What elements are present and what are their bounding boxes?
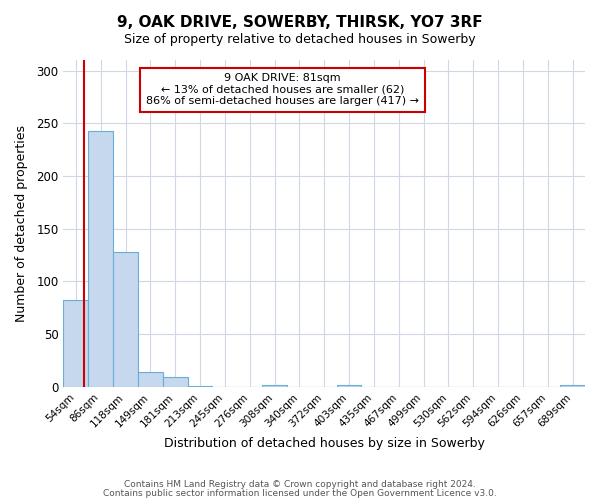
- Text: 9, OAK DRIVE, SOWERBY, THIRSK, YO7 3RF: 9, OAK DRIVE, SOWERBY, THIRSK, YO7 3RF: [117, 15, 483, 30]
- Text: Contains public sector information licensed under the Open Government Licence v3: Contains public sector information licen…: [103, 488, 497, 498]
- Bar: [337, 385, 361, 387]
- Y-axis label: Number of detached properties: Number of detached properties: [15, 125, 28, 322]
- Bar: [188, 386, 212, 387]
- Text: Size of property relative to detached houses in Sowerby: Size of property relative to detached ho…: [124, 32, 476, 46]
- Bar: [64, 300, 88, 387]
- Bar: [163, 378, 188, 387]
- Bar: [560, 385, 585, 387]
- Bar: [113, 252, 138, 387]
- X-axis label: Distribution of detached houses by size in Sowerby: Distribution of detached houses by size …: [164, 437, 485, 450]
- Text: Contains HM Land Registry data © Crown copyright and database right 2024.: Contains HM Land Registry data © Crown c…: [124, 480, 476, 489]
- Bar: [262, 385, 287, 387]
- Bar: [88, 130, 113, 387]
- Text: 9 OAK DRIVE: 81sqm
← 13% of detached houses are smaller (62)
86% of semi-detache: 9 OAK DRIVE: 81sqm ← 13% of detached hou…: [146, 73, 419, 106]
- Bar: [138, 372, 163, 387]
